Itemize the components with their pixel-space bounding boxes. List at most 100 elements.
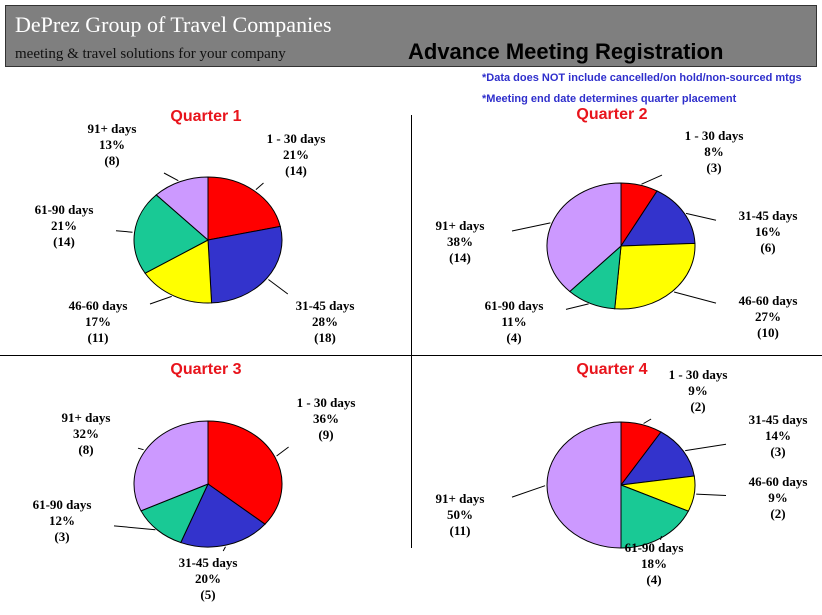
q2-name-91-days: 91+ days: [435, 218, 485, 233]
q3-label-91-days: 91+ days 32% (8): [38, 410, 134, 458]
q3-leader-1-30-days: [276, 446, 289, 457]
q4-leader-1-30-days: [643, 418, 652, 424]
q1-count-31-45-days: (18): [314, 330, 336, 345]
q4-label-61-90-days: 61-90 days 18% (4): [606, 540, 702, 588]
note-cancelled: *Data does NOT include cancelled/on hold…: [482, 72, 802, 84]
q3-slice-31-45-days: [180, 483, 266, 548]
q2-leader-61-90-days: [565, 303, 589, 310]
q1-slice-46-60-days: [144, 239, 213, 304]
q1-name-46-60-days: 46-60 days: [68, 298, 128, 313]
q4-slice-31-45-days: [619, 431, 695, 486]
q3-label-61-90-days: 61-90 days 12% (3): [14, 497, 110, 545]
q1-count-46-60-days: (11): [87, 330, 109, 345]
q2-name-1-30-days: 1 - 30 days: [684, 128, 744, 143]
q4-leader-46-60-days: [696, 493, 727, 496]
q3-name-31-45-days: 31-45 days: [178, 555, 238, 570]
q3-leader-91-days: [137, 447, 144, 451]
q1-count-61-90-days: (14): [53, 234, 75, 249]
q4-leader-91-days: [511, 485, 546, 498]
q4-name-61-90-days: 61-90 days: [624, 540, 684, 555]
q4-count-61-90-days: (4): [646, 572, 662, 587]
quarter-1-title: Quarter 1: [170, 108, 242, 125]
q3-percent-61-90-days: 12%: [49, 513, 75, 528]
q1-name-91-days: 91+ days: [87, 121, 137, 136]
q1-slice-91-days: [155, 176, 209, 242]
q2-label-61-90-days: 61-90 days 11% (4): [466, 298, 562, 346]
q2-count-46-60-days: (10): [757, 325, 779, 340]
quarter-3-title: Quarter 3: [170, 361, 242, 378]
q3-percent-31-45-days: 20%: [195, 571, 221, 586]
note-end-date: *Meeting end date determines quarter pla…: [482, 93, 737, 105]
q3-name-91-days: 91+ days: [61, 410, 111, 425]
company-tagline: meeting & travel solutions for your comp…: [15, 46, 286, 62]
q2-label-91-days: 91+ days 38% (14): [412, 218, 508, 266]
vertical-divider: [411, 115, 412, 548]
q3-percent-91-days: 32%: [73, 426, 99, 441]
q4-count-46-60-days: (2): [770, 506, 786, 521]
q1-label-46-60-days: 46-60 days 17% (11): [50, 298, 146, 346]
q1-count-1-30-days: (14): [285, 163, 307, 178]
q2-percent-1-30-days: 8%: [704, 144, 724, 159]
q4-name-46-60-days: 46-60 days: [748, 474, 808, 489]
q2-count-1-30-days: (3): [706, 160, 722, 175]
q2-label-1-30-days: 1 - 30 days 8% (3): [666, 128, 762, 176]
q1-percent-1-30-days: 21%: [283, 147, 309, 162]
q4-percent-61-90-days: 18%: [641, 556, 667, 571]
q1-leader-61-90-days: [115, 230, 133, 233]
q2-percent-91-days: 38%: [447, 234, 473, 249]
q4-name-1-30-days: 1 - 30 days: [668, 367, 728, 382]
q1-name-1-30-days: 1 - 30 days: [266, 131, 326, 146]
q4-percent-31-45-days: 14%: [765, 428, 791, 443]
q1-name-31-45-days: 31-45 days: [295, 298, 355, 313]
quarter-2-title: Quarter 2: [576, 106, 648, 123]
q4-count-31-45-days: (3): [770, 444, 786, 459]
q4-percent-1-30-days: 9%: [688, 383, 708, 398]
report-title: Advance Meeting Registration: [408, 39, 724, 64]
q4-label-46-60-days: 46-60 days 9% (2): [730, 474, 822, 522]
q3-name-61-90-days: 61-90 days: [32, 497, 92, 512]
q3-slice-1-30-days: [207, 420, 283, 525]
q1-percent-46-60-days: 17%: [85, 314, 111, 329]
q1-label-1-30-days: 1 - 30 days 21% (14): [248, 131, 344, 179]
q2-leader-46-60-days: [673, 291, 717, 304]
q1-percent-31-45-days: 28%: [312, 314, 338, 329]
q2-leader-1-30-days: [641, 174, 663, 185]
q3-percent-1-30-days: 36%: [313, 411, 339, 426]
q3-name-1-30-days: 1 - 30 days: [296, 395, 356, 410]
company-name: DePrez Group of Travel Companies: [15, 12, 332, 37]
q1-percent-61-90-days: 21%: [51, 218, 77, 233]
q2-percent-61-90-days: 11%: [501, 314, 527, 329]
q2-percent-46-60-days: 27%: [755, 309, 781, 324]
q1-count-91-days: (8): [104, 153, 120, 168]
q2-count-91-days: (14): [449, 250, 471, 265]
q1-label-61-90-days: 61-90 days 21% (14): [16, 202, 112, 250]
q3-leader-31-45-days: [222, 546, 226, 552]
q4-slice-91-days: [546, 421, 622, 549]
q4-count-91-days: (11): [449, 523, 471, 538]
q4-percent-91-days: 50%: [447, 507, 473, 522]
q1-leader-91-days: [163, 172, 179, 182]
q2-leader-91-days: [511, 222, 551, 232]
q1-label-31-45-days: 31-45 days 28% (18): [277, 298, 373, 346]
q3-leader-61-90-days: [113, 525, 156, 531]
q3-count-31-45-days: (5): [200, 587, 216, 602]
q1-label-91-days: 91+ days 13% (8): [64, 121, 160, 169]
q2-label-31-45-days: 31-45 days 16% (6): [720, 208, 816, 256]
q4-leader-61-90-days: [660, 535, 662, 541]
q1-slice-1-30-days: [207, 176, 281, 241]
q2-count-61-90-days: (4): [506, 330, 522, 345]
q2-name-46-60-days: 46-60 days: [738, 293, 798, 308]
quarter-4-title: Quarter 4: [576, 361, 648, 378]
report-header: DePrez Group of Travel Companies meeting…: [5, 5, 817, 67]
q2-label-46-60-days: 46-60 days 27% (10): [720, 293, 816, 341]
q4-leader-31-45-days: [685, 443, 727, 452]
q1-percent-91-days: 13%: [99, 137, 125, 152]
q2-name-61-90-days: 61-90 days: [484, 298, 544, 313]
q1-slice-31-45-days: [207, 225, 283, 304]
q4-name-31-45-days: 31-45 days: [748, 412, 808, 427]
q4-name-91-days: 91+ days: [435, 491, 485, 506]
q2-slice-91-days: [546, 182, 622, 293]
q4-label-1-30-days: 1 - 30 days 9% (2): [650, 367, 746, 415]
q4-label-31-45-days: 31-45 days 14% (3): [730, 412, 822, 460]
